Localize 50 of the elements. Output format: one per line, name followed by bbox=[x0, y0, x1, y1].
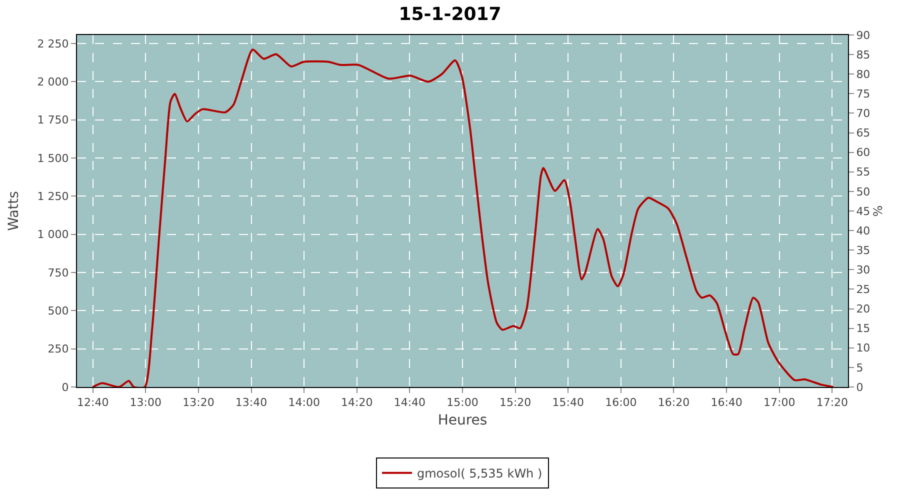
y2-tick-label: 55 bbox=[856, 166, 870, 179]
x-tick-label: 16:20 bbox=[658, 396, 690, 410]
y2-tick-label: 25 bbox=[856, 283, 870, 296]
y-tick-label: 1 500 bbox=[37, 152, 69, 165]
y2-tick-label: 70 bbox=[856, 107, 870, 120]
y2-tick-label: 5 bbox=[856, 361, 864, 374]
x-tick-label: 15:20 bbox=[499, 396, 532, 410]
y2-tick-label: 90 bbox=[856, 28, 870, 42]
y2-tick-label: 20 bbox=[856, 302, 870, 316]
y2-tick-label: 65 bbox=[856, 126, 870, 140]
y2-tick-label: 60 bbox=[856, 146, 870, 160]
y2-tick-label: 0 bbox=[856, 380, 864, 394]
y2-tick-label: 15 bbox=[856, 322, 870, 336]
line-series bbox=[92, 48, 834, 387]
y2-tick-label: 45 bbox=[856, 204, 870, 218]
y-tick-label: 750 bbox=[48, 266, 69, 280]
y-tick-label: 250 bbox=[48, 342, 69, 356]
y2-tick-label: 85 bbox=[856, 48, 870, 62]
x-tick-label: 13:00 bbox=[130, 396, 162, 410]
y-tick-label: 1 000 bbox=[37, 228, 69, 242]
x-tick-label: 16:40 bbox=[710, 396, 742, 410]
chart-title: 15-1-2017 bbox=[398, 4, 502, 26]
y-tick-label: 0 bbox=[62, 380, 69, 394]
y-tick-label: 500 bbox=[48, 304, 69, 318]
y2-axis-title: % bbox=[871, 205, 886, 217]
y-tick-label: 1 750 bbox=[37, 114, 69, 127]
y2-tick-label: 40 bbox=[856, 224, 870, 238]
y-axis-title: Watts bbox=[6, 191, 22, 231]
x-tick-label: 13:40 bbox=[235, 396, 268, 410]
y2-tick-label: 10 bbox=[856, 342, 870, 355]
x-tick-label: 17:00 bbox=[764, 396, 796, 410]
x-tick-label: 15:00 bbox=[446, 396, 478, 410]
y2-tick-label: 75 bbox=[856, 88, 870, 101]
y2-tick-label: 50 bbox=[856, 185, 870, 198]
x-axis-title: Heures bbox=[438, 412, 488, 428]
x-tick-label: 14:40 bbox=[394, 396, 426, 410]
x-tick-label: 15:40 bbox=[552, 396, 584, 410]
x-tick-label: 16:00 bbox=[605, 396, 637, 410]
y2-tick-label: 35 bbox=[856, 244, 870, 257]
y-tick-label: 2 250 bbox=[37, 37, 69, 50]
legend-label: gmosol( 5,535 kWh ) bbox=[417, 466, 542, 481]
x-tick-label: 14:20 bbox=[341, 396, 373, 410]
y2-tick-label: 30 bbox=[856, 264, 870, 277]
x-tick-label: 14:00 bbox=[288, 396, 320, 410]
y-tick-label: 1 250 bbox=[37, 190, 69, 204]
y-tick-label: 2 000 bbox=[37, 76, 69, 89]
y2-tick-label: 80 bbox=[856, 68, 870, 81]
x-tick-label: 12:40 bbox=[76, 396, 109, 410]
x-tick-label: 17:20 bbox=[816, 396, 848, 410]
x-tick-label: 13:20 bbox=[182, 396, 214, 410]
